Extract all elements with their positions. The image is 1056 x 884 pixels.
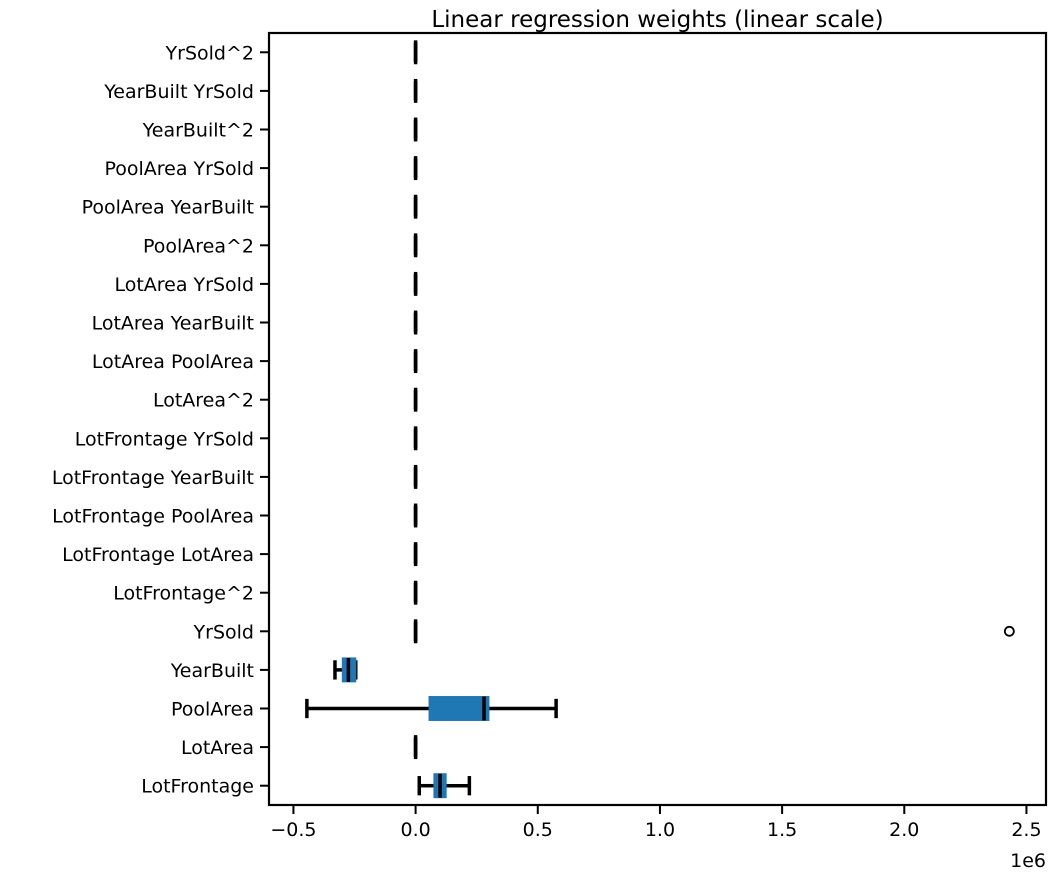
x-axis: −0.5 0.0 0.5 1.0 1.5 2.0 2.5 xyxy=(270,805,1042,841)
y-tick-label: LotArea YearBuilt xyxy=(92,313,254,335)
y-tick-label: LotFrontage PoolArea xyxy=(52,506,254,528)
y-tick-label: PoolArea YrSold xyxy=(104,158,254,180)
y-tick-label: YearBuilt YrSold xyxy=(103,81,254,103)
x-axis-offset-label: 1e6 xyxy=(1010,850,1046,872)
y-tick-label: YearBuilt xyxy=(170,660,254,682)
flier-point xyxy=(1003,625,1015,637)
box-group xyxy=(417,773,472,799)
x-tick-label: 1.0 xyxy=(645,819,675,841)
box-group xyxy=(333,657,358,683)
y-tick-label: PoolArea^2 xyxy=(143,235,254,257)
y-tick-label: LotFrontage xyxy=(141,776,254,798)
x-tick-label: 0.5 xyxy=(523,819,553,841)
box-iqr xyxy=(428,696,490,721)
x-tick-label: 2.5 xyxy=(1011,819,1041,841)
chart-title: Linear regression weights (linear scale) xyxy=(431,7,883,33)
y-tick-label: LotFrontage YrSold xyxy=(75,428,254,450)
x-tick-label: 0.0 xyxy=(400,819,430,841)
x-tick-label: −0.5 xyxy=(270,819,316,841)
y-axis: LotFrontage LotArea PoolArea YearBuilt YrSol… xyxy=(52,42,269,798)
y-tick-label: LotArea^2 xyxy=(153,390,254,412)
y-tick-label: PoolArea YearBuilt xyxy=(82,197,254,219)
y-tick-label: LotArea xyxy=(181,737,254,759)
y-tick-label: LotArea PoolArea xyxy=(92,351,254,373)
y-tick-label: LotFrontage YearBuilt xyxy=(52,467,254,489)
y-tick-label: YrSold xyxy=(193,621,254,643)
x-tick-label: 1.5 xyxy=(767,819,797,841)
plot-frame xyxy=(267,31,1048,807)
y-tick-label: YearBuilt^2 xyxy=(142,120,254,142)
y-tick-label: LotArea YrSold xyxy=(114,274,254,296)
y-tick-label: PoolArea xyxy=(171,699,254,721)
box-group xyxy=(413,619,1015,644)
y-tick-label: LotFrontage LotArea xyxy=(62,544,254,566)
y-tick-label: YrSold^2 xyxy=(165,42,254,64)
y-tick-label: LotFrontage^2 xyxy=(113,583,254,605)
x-tick-label: 2.0 xyxy=(889,819,919,841)
chart-marks xyxy=(305,40,1015,799)
box-group xyxy=(305,696,558,721)
